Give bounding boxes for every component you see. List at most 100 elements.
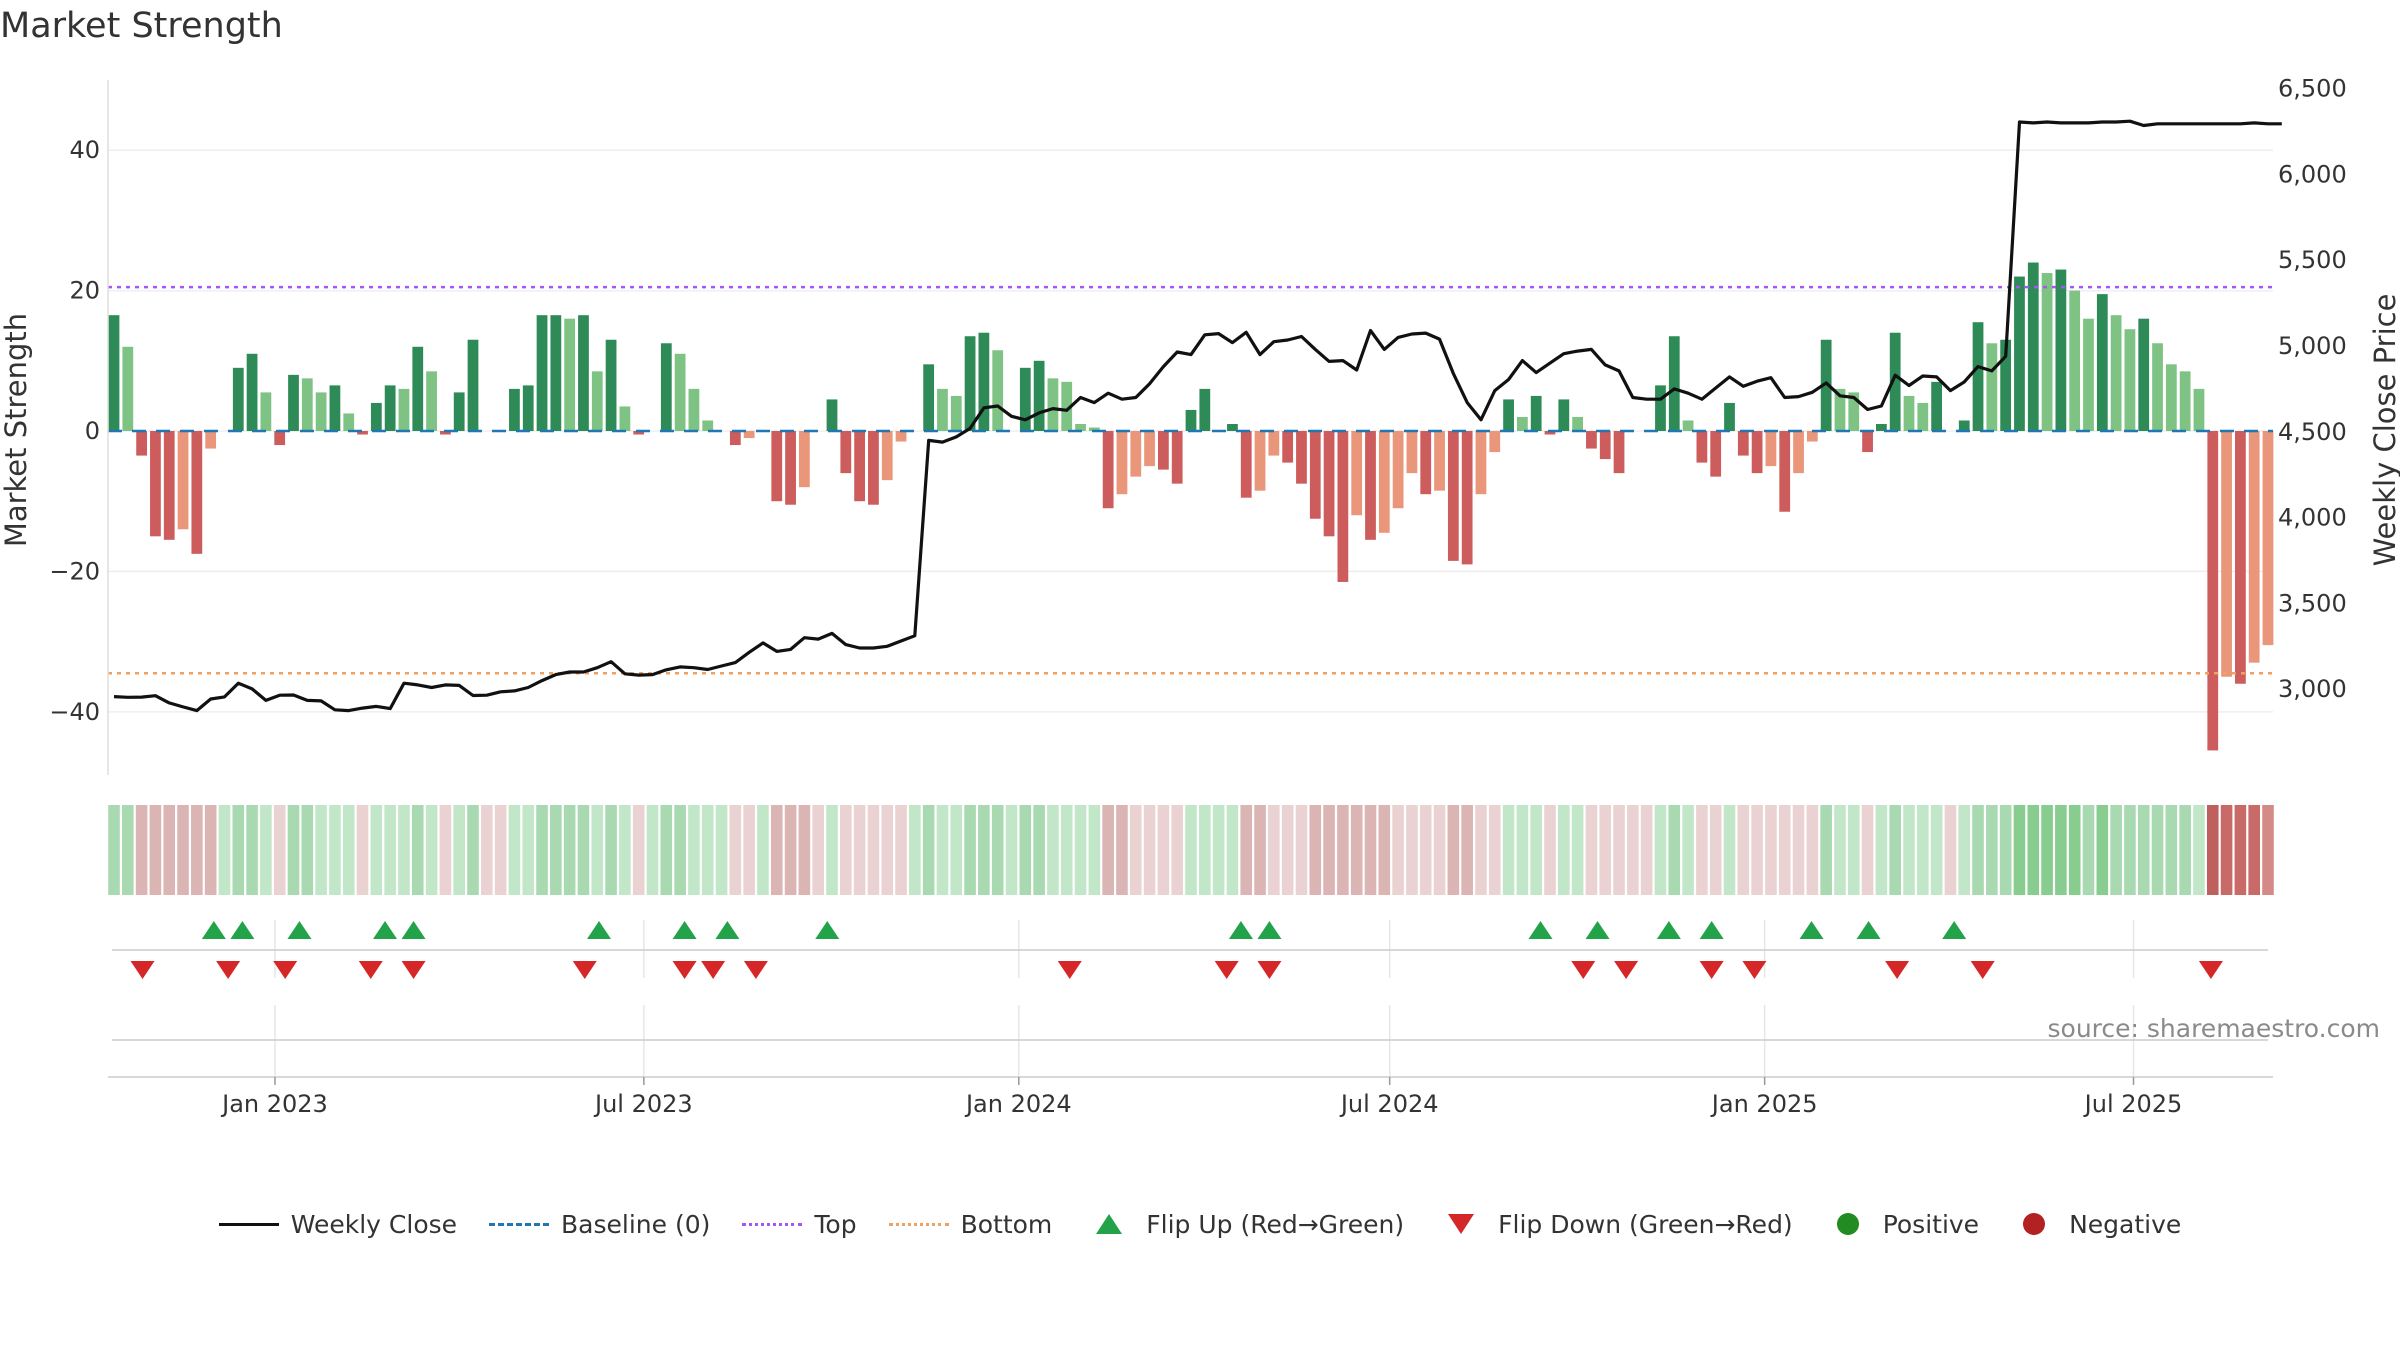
strength-bar [426, 371, 437, 432]
regime-cell [701, 805, 714, 895]
flip-up-marker [1656, 921, 1681, 939]
flip-up-marker [715, 921, 740, 939]
strength-bar [384, 385, 396, 432]
regime-cell [1544, 805, 1556, 895]
strength-bar [2000, 339, 2012, 432]
strength-bar [1765, 431, 1777, 467]
regime-cell [1488, 805, 1501, 895]
flip-down-marker [672, 961, 697, 979]
axes: 40 20 0 −20 −40 6,500 6,000 5,500 5,000 4,500 4,00… [49, 75, 2347, 1041]
regime-cell [439, 805, 452, 895]
regime-cell [522, 805, 535, 895]
regime-cell [1392, 805, 1404, 895]
x-tick-label: Jul 2023 [593, 1090, 693, 1118]
regime-cell [1226, 805, 1239, 895]
flip-down-marker [2198, 961, 2223, 979]
flip-down-marker [273, 961, 298, 979]
flip-up-marker [201, 921, 226, 939]
regime-cell [1281, 805, 1294, 895]
strength-bar [1309, 431, 1321, 519]
regime-cell [770, 805, 783, 895]
strength-bar [1130, 431, 1142, 477]
strength-bar [1710, 431, 1722, 477]
regime-cell [1751, 805, 1763, 895]
x-tick-label: Jan 2023 [220, 1090, 328, 1118]
strength-bar [1268, 431, 1280, 456]
regime-cell [370, 805, 383, 895]
y-tick-label: −20 [49, 557, 100, 585]
dashed-line-swatch-icon [489, 1222, 550, 1226]
regime-cell [950, 805, 963, 895]
regime-cell [1834, 805, 1846, 895]
regime-cell [1613, 805, 1625, 895]
regime-cell [2179, 805, 2191, 895]
strength-bar [412, 346, 424, 432]
regime-cell [1903, 805, 1915, 895]
strength-bar [1834, 388, 1846, 432]
legend-baseline: Baseline (0) [489, 1210, 710, 1239]
circle-red-icon [2023, 1213, 2046, 1235]
regime-cell [1088, 805, 1101, 895]
regime-cell [1917, 805, 1929, 895]
regime-cell [494, 805, 507, 895]
regime-cell [605, 805, 617, 895]
regime-cell [743, 805, 755, 895]
regime-cell [2096, 805, 2109, 895]
regime-cell [122, 805, 134, 895]
strength-bar [2165, 364, 2177, 432]
strength-bar [937, 388, 948, 432]
regime-cell [536, 805, 548, 895]
flip-down-marker [216, 961, 241, 979]
strength-bar [578, 315, 589, 432]
regime-cell [191, 805, 203, 895]
strength-bar [357, 431, 368, 435]
regime-cell [232, 805, 245, 895]
legend-label: Flip Down (Green→Red) [1498, 1209, 1793, 1239]
x-tick-label: Jul 2025 [2083, 1090, 2183, 1118]
strength-bar [439, 431, 451, 435]
strength-bar [315, 392, 327, 432]
regime-cell [1682, 805, 1694, 895]
strength-bar [978, 332, 990, 432]
regime-cell [2137, 805, 2150, 895]
regime-cell [1019, 805, 1032, 895]
legend-positive: Positive [1825, 1210, 1979, 1239]
strength-bar [1516, 416, 1528, 432]
regime-cell [1654, 805, 1667, 895]
regime-cell [2027, 805, 2040, 895]
strength-bar [895, 431, 907, 442]
flip-down-marker [358, 961, 383, 979]
strength-bar [591, 371, 603, 432]
flip-down-marker [1214, 961, 1239, 979]
strength-bar [1088, 427, 1100, 432]
regime-cell [1102, 805, 1114, 895]
weekly-close-path [113, 119, 2282, 713]
regime-cell [826, 805, 838, 895]
regime-cell [342, 805, 355, 895]
flip-down-marker [1257, 961, 1282, 979]
strength-bar [274, 431, 286, 446]
regime-cell [135, 805, 148, 895]
regime-cell [1944, 805, 1957, 895]
legend-flip-down: Flip Down (Green→Red) [1436, 1210, 1793, 1239]
flip-up-marker [230, 921, 255, 939]
flip-up-marker [1856, 921, 1881, 939]
y2-tick-label: 5,500 [2278, 246, 2347, 274]
regime-cell [2206, 805, 2219, 895]
strength-bar [1544, 431, 1556, 435]
regime-cell [1530, 805, 1542, 895]
strength-bar [1724, 402, 1735, 432]
regime-cell [978, 805, 990, 895]
regime-cell [881, 805, 894, 895]
flip-up-marker [1228, 921, 1253, 939]
regime-cell [1737, 805, 1750, 895]
strength-bar [1420, 431, 1432, 495]
strength-bar [1296, 431, 1307, 484]
strength-bar [1737, 431, 1749, 456]
strength-bar [1793, 431, 1804, 474]
regime-cell [2220, 805, 2233, 895]
regime-cell [563, 805, 576, 895]
strength-bar [398, 388, 410, 432]
regime-cell [1171, 805, 1183, 895]
regime-cell [922, 805, 935, 895]
